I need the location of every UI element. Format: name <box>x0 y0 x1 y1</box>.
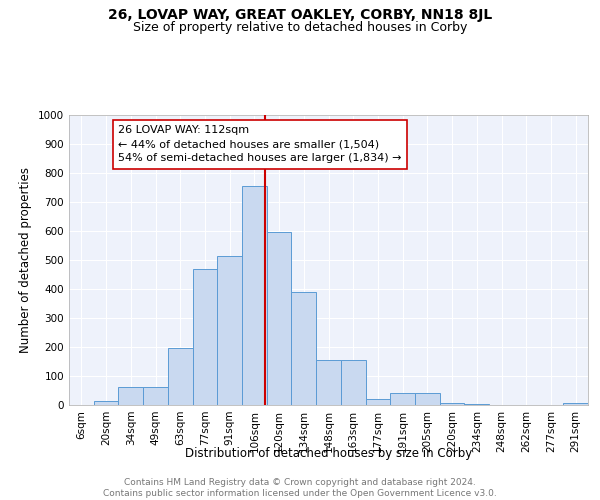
Bar <box>341 360 365 405</box>
Bar <box>118 387 143 405</box>
Bar <box>292 292 316 405</box>
Bar <box>242 186 267 405</box>
Bar <box>168 348 193 405</box>
Bar <box>415 392 440 405</box>
Bar <box>143 387 168 405</box>
Text: Contains HM Land Registry data © Crown copyright and database right 2024.
Contai: Contains HM Land Registry data © Crown c… <box>103 478 497 498</box>
Bar <box>193 268 217 405</box>
Text: 26 LOVAP WAY: 112sqm
← 44% of detached houses are smaller (1,504)
54% of semi-de: 26 LOVAP WAY: 112sqm ← 44% of detached h… <box>118 125 402 163</box>
Bar <box>217 256 242 405</box>
Bar <box>316 360 341 405</box>
Bar <box>267 232 292 405</box>
Bar <box>94 400 118 405</box>
Text: Size of property relative to detached houses in Corby: Size of property relative to detached ho… <box>133 21 467 34</box>
Bar <box>365 399 390 405</box>
Bar <box>390 394 415 405</box>
Bar <box>440 402 464 405</box>
Y-axis label: Number of detached properties: Number of detached properties <box>19 167 32 353</box>
Text: Distribution of detached houses by size in Corby: Distribution of detached houses by size … <box>185 448 472 460</box>
Bar <box>563 402 588 405</box>
Text: 26, LOVAP WAY, GREAT OAKLEY, CORBY, NN18 8JL: 26, LOVAP WAY, GREAT OAKLEY, CORBY, NN18… <box>108 8 492 22</box>
Bar <box>464 404 489 405</box>
